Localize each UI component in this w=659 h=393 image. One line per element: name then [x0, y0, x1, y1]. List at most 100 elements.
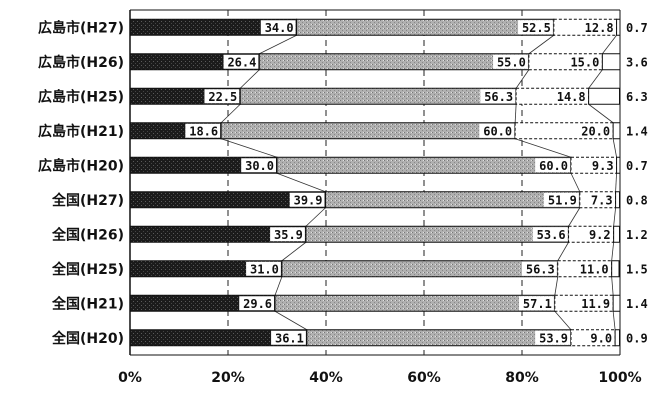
value-label-bg	[260, 20, 296, 35]
x-tick-label: 40%	[309, 370, 343, 386]
x-tick-label: 60%	[407, 370, 441, 386]
connector-line	[274, 276, 283, 296]
bar-segment-4	[601, 53, 621, 71]
x-axis-tick-labels: 0% 20% 40% 60% 80% 100%	[118, 370, 642, 386]
bar-segment-2	[305, 225, 570, 243]
value-labels: 34.0 52.5 12.8 0.7 26.4 55.0 15.0 3.6 22.5 56.3 14…	[185, 20, 651, 345]
category-label: 全国(H25)	[51, 261, 124, 278]
category-label: 広島市(H26)	[38, 54, 124, 71]
value-label-bg	[479, 123, 515, 138]
value-label: 1.2	[626, 228, 648, 242]
value-label-bg	[623, 330, 651, 345]
category-label: 広島市(H21)	[38, 123, 124, 140]
connector-line	[305, 207, 326, 227]
connector-line	[514, 104, 517, 123]
connector-line	[615, 173, 617, 192]
value-label: 1.5	[626, 262, 648, 276]
bar-segment-4	[588, 87, 621, 105]
value-label: 0.9	[626, 331, 648, 345]
connector-line	[515, 138, 572, 158]
connector-line	[515, 69, 530, 89]
value-label-bg	[270, 227, 305, 242]
category-labels: 広島市(H27) 広島市(H26) 広島市(H25) 広島市(H21) 広島市(H20)…	[38, 19, 124, 347]
connector-line	[612, 138, 617, 158]
bar-segment-4	[616, 18, 621, 36]
value-label: 6.3	[626, 90, 648, 104]
bar-segment-4	[616, 156, 621, 174]
value-label: 30.0	[245, 159, 274, 173]
gridlines	[227, 10, 523, 355]
value-label-bg	[535, 330, 570, 345]
bar-segment-2	[296, 18, 555, 36]
category-label: 全国(H27)	[51, 192, 124, 209]
value-label: 51.9	[548, 193, 577, 207]
value-label-bg	[586, 192, 615, 207]
value-label: 18.6	[189, 124, 218, 138]
value-label-bg	[493, 54, 528, 69]
value-label-bg	[535, 158, 570, 173]
value-label: 53.6	[537, 228, 566, 242]
value-label: 0.7	[626, 159, 648, 173]
value-label-bg	[577, 296, 613, 311]
value-label-bg	[185, 123, 221, 138]
category-label: 広島市(H25)	[38, 88, 124, 105]
value-label: 1.4	[626, 297, 648, 311]
value-label: 34.0	[265, 21, 294, 35]
connector-line	[588, 69, 603, 89]
connector-line	[276, 172, 326, 193]
connector-line	[602, 35, 617, 54]
value-label-bg	[518, 20, 553, 35]
value-label-bg	[544, 192, 579, 207]
value-label: 29.6	[243, 297, 272, 311]
value-label-bg	[575, 261, 611, 276]
value-label: 14.8	[557, 90, 586, 104]
bar-segment-4	[612, 294, 621, 312]
value-label: 52.5	[522, 21, 551, 35]
x-tick-label: 100%	[598, 370, 641, 386]
x-tick-label: 0%	[118, 370, 142, 386]
value-label: 35.9	[274, 228, 303, 242]
value-label-bg	[223, 54, 259, 69]
value-label: 20.0	[581, 124, 610, 138]
connector-lines	[220, 34, 617, 331]
value-label-bg	[623, 192, 651, 207]
value-label-bg	[623, 89, 651, 104]
connector-line	[588, 103, 614, 124]
connector-line	[570, 173, 581, 192]
value-label: 0.7	[626, 21, 648, 35]
connector-line	[557, 242, 569, 261]
value-label-bg	[623, 227, 651, 242]
value-label-bg	[566, 54, 602, 69]
value-label-bg	[239, 296, 275, 311]
value-label: 26.4	[227, 55, 256, 69]
value-label-bg	[585, 227, 613, 242]
value-label: 39.9	[294, 193, 323, 207]
value-label-bg	[552, 89, 588, 104]
value-label: 1.4	[626, 124, 648, 138]
value-label-bg	[580, 20, 616, 35]
value-label-bg	[519, 296, 554, 311]
value-label: 0.8	[626, 193, 648, 207]
category-label: 広島市(H20)	[38, 157, 124, 174]
category-label: 全国(H26)	[51, 226, 124, 243]
value-label-bg	[623, 123, 651, 138]
connector-line	[239, 69, 260, 89]
value-label-bg	[623, 54, 651, 69]
value-label: 9.3	[592, 159, 614, 173]
value-label-bg	[204, 89, 240, 104]
value-label: 55.0	[497, 55, 526, 69]
category-label: 全国(H21)	[51, 295, 124, 312]
connector-line	[611, 242, 615, 261]
connector-line	[613, 207, 616, 227]
bar-segment-2	[281, 260, 559, 278]
connector-line	[220, 103, 241, 124]
value-label-bg	[241, 158, 276, 173]
bar-segment-4	[614, 329, 621, 347]
value-label: 56.3	[526, 262, 555, 276]
connector-line	[554, 310, 572, 331]
value-label-bg	[532, 227, 568, 242]
value-label: 3.6	[626, 55, 648, 69]
value-label-bg	[577, 123, 613, 138]
value-label: 60.0	[539, 159, 568, 173]
